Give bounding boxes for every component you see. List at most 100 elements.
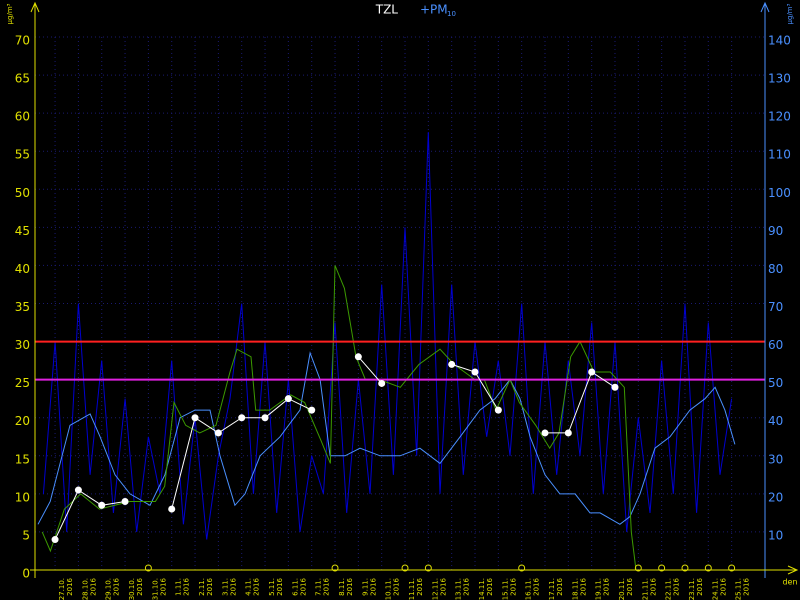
- x-tick-label: 9.11.2016: [361, 577, 377, 595]
- daily-point: [191, 414, 199, 422]
- y2-axis-arrow: [760, 1, 770, 13]
- x-tick-label-part: 15.11.: [501, 578, 509, 600]
- y2-tick-label: 20: [768, 490, 783, 504]
- x-tick-label-part: 24.11.: [711, 578, 719, 600]
- x-tick-label-part: 2016: [183, 577, 191, 595]
- x-tick-label: 10.11.2016: [385, 577, 401, 600]
- daily-point: [494, 406, 502, 414]
- x-tick-label: 30.10.2016: [128, 577, 144, 600]
- missing-day: [681, 564, 689, 572]
- x-tick-label-part: 2016: [696, 577, 704, 595]
- x-tick-label: 20.11.2016: [618, 577, 634, 600]
- daily-point: [308, 406, 316, 414]
- y2-tick-label: 50: [768, 376, 783, 390]
- x-tick-label-part: 7.11.: [315, 578, 323, 596]
- missing-day: [424, 564, 432, 572]
- y-tick-label: 70: [15, 34, 30, 48]
- x-tick-label-part: 16.11.: [525, 578, 533, 600]
- x-tick-label-part: 2016: [66, 577, 74, 595]
- y-tick-label: 0: [22, 567, 30, 581]
- x-tick-label-part: 2016: [673, 577, 681, 595]
- x-tick-label-part: 2016: [253, 577, 261, 595]
- daily-point: [284, 395, 292, 403]
- x-tick-label-part: 2016: [533, 577, 541, 595]
- x-tick-label-part: 2016: [649, 577, 657, 595]
- x-tick-label-part: 9.11.: [361, 578, 369, 596]
- y-tick-label: 40: [15, 262, 30, 276]
- daily-point: [564, 429, 572, 437]
- x-tick-label-part: 31.10.: [151, 578, 159, 600]
- x-tick-label-part: 25.11.: [735, 578, 743, 600]
- x-tick-label-part: 2016: [113, 577, 121, 595]
- x-tick-label: 21.11.2016: [641, 577, 657, 600]
- x-tick-label: 13.11.2016: [455, 577, 471, 600]
- missing-day: [728, 564, 736, 572]
- y-tick-label: 5: [22, 528, 30, 542]
- daily-point: [168, 505, 176, 513]
- x-tick-label-part: 2016: [229, 577, 237, 595]
- missing-day: [401, 564, 409, 572]
- x-tick-label-part: 2016: [463, 577, 471, 595]
- y2-tick-label: 140: [768, 34, 791, 48]
- x-tick-label-part: 2.11.: [198, 578, 206, 596]
- x-tick-label-part: 28.10.: [81, 578, 89, 600]
- x-tick-label: 16.11.2016: [525, 577, 541, 600]
- daily-point: [354, 353, 362, 361]
- x-tick-label: 3.11.2016: [221, 577, 237, 595]
- x-tick-label: 25.11.2016: [735, 577, 751, 600]
- x-tick-label-part: 30.10.: [128, 578, 136, 600]
- x-tick-label: 2.11.2016: [198, 577, 214, 595]
- daily-point: [541, 429, 549, 437]
- x-tick-label: 5.11.2016: [268, 577, 284, 595]
- y-tick-label: 10: [15, 490, 30, 504]
- x-tick-label-part: 2016: [439, 577, 447, 595]
- y2-tick-label: 100: [768, 186, 791, 200]
- y-tick-label: 30: [15, 338, 30, 352]
- missing-day: [518, 564, 526, 572]
- y2-tick-label: 130: [768, 72, 791, 86]
- x-tick-label: 15.11.2016: [501, 577, 517, 600]
- x-tick-label-part: 20.11.: [618, 578, 626, 600]
- x-tick-label-part: 2016: [579, 577, 587, 595]
- title-left: TZL: [375, 3, 399, 17]
- x-tick-label-part: 2016: [719, 577, 727, 595]
- missing-day: [331, 564, 339, 572]
- x-tick-label-part: 4.11.: [245, 578, 253, 596]
- y-tick-label: 45: [15, 224, 30, 238]
- x-axis-arrow: [787, 565, 799, 575]
- missing-day: [658, 564, 666, 572]
- daily-point: [611, 383, 619, 391]
- missing-day: [144, 564, 152, 572]
- x-tick-label-part: 2016: [509, 577, 517, 595]
- x-tick-label-part: 2016: [626, 577, 634, 595]
- x-tick-label-part: 6.11.: [291, 578, 299, 596]
- y2-tick-label: 30: [768, 452, 783, 466]
- x-tick-label: 12.11.2016: [431, 577, 447, 600]
- y2-tick-label: 10: [768, 528, 783, 542]
- y-tick-label: 50: [15, 186, 30, 200]
- missing-day: [704, 564, 712, 572]
- daily-point: [121, 497, 129, 505]
- x-tick-label-part: 17.11.: [548, 578, 556, 600]
- daily-point: [238, 414, 246, 422]
- x-tick-label-part: 2016: [393, 577, 401, 595]
- x-tick-label: 14.11.2016: [478, 577, 494, 600]
- x-tick-label-part: 2016: [743, 577, 751, 595]
- x-tick-label-part: 2016: [603, 577, 611, 595]
- title-right: +PM: [420, 3, 448, 17]
- x-tick-label: 7.11.2016: [315, 577, 331, 595]
- x-tick-label: 19.11.2016: [595, 577, 611, 600]
- x-tick-label-part: 13.11.: [455, 578, 463, 600]
- x-tick-label-part: 2016: [369, 577, 377, 595]
- x-tick-label-part: 2016: [486, 577, 494, 595]
- x-tick-label: 23.11.2016: [688, 577, 704, 600]
- x-tick-label-part: 2016: [323, 577, 331, 595]
- y2-tick-label: 80: [768, 262, 783, 276]
- x-tick-label: 11.11.2016: [408, 577, 424, 600]
- x-tick-label-part: 2016: [299, 577, 307, 595]
- x-tick-label-part: 29.10.: [105, 578, 113, 600]
- y2-tick-label: 110: [768, 148, 791, 162]
